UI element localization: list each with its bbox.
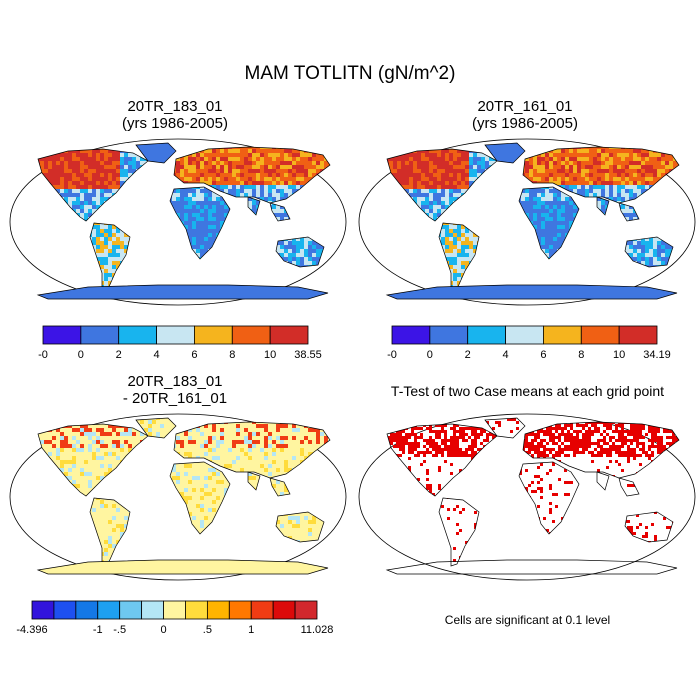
colorbar-label: 34.19 [643,349,671,361]
map-bottom-left [8,412,348,582]
colorbar-swatch [81,326,119,344]
colorbar-swatch [119,326,157,344]
colorbar-label: -.5 [113,624,126,636]
colorbar-label: -0 [38,349,48,361]
colorbar-label: 1 [248,624,254,636]
colorbar-swatch [43,326,81,344]
colorbar-label: 10 [613,349,625,361]
colorbar-label: -1 [93,624,103,636]
colorbar-label: -0 [387,349,397,361]
colorbar-bottom-left: -4.396 -1 -.5 0 .5 1 11.028 [0,595,350,640]
colorbar-label: 0 [78,349,84,361]
panel-case-name: 20TR_183_01 [10,373,340,390]
colorbar-swatch [430,326,468,344]
colorbar-label: 38.55 [294,349,322,361]
colorbar-label: 8 [229,349,235,361]
map-top-right [357,137,697,307]
colorbar-swatch [229,601,251,619]
panel-years: (yrs 1986-2005) [360,115,690,132]
colorbar-swatch [120,601,142,619]
colorbar-label: 0 [160,624,166,636]
colorbar-swatch [98,601,120,619]
colorbar-swatch [207,601,229,619]
colorbar-label: 0 [427,349,433,361]
colorbar-swatch [164,601,186,619]
world-map-ttest [357,412,697,582]
colorbar-swatch [142,601,164,619]
colorbar-swatch [295,601,317,619]
colorbar-swatch [468,326,506,344]
colorbar-swatch [76,601,98,619]
colorbar-label: 4 [154,349,160,361]
colorbar-label: 6 [191,349,197,361]
world-map-difference [8,412,348,582]
panel-title-bottom-left: 20TR_183_01 - 20TR_161_01 [10,373,340,407]
colorbar-top-right: -0 0 2 4 6 8 10 34.19 [350,320,700,365]
colorbar-swatch [32,601,54,619]
world-map-mean-161 [357,137,697,307]
colorbar-swatch [392,326,430,344]
colorbar-swatch [54,601,76,619]
colorbar-label: 2 [465,349,471,361]
colorbar-swatch [251,601,273,619]
colorbar-swatch [506,326,544,344]
colorbar-swatch [543,326,581,344]
colorbar-label: 11.028 [301,624,334,636]
colorbar-label: -4.396 [16,624,47,636]
colorbar-swatch [270,326,308,344]
colorbar-swatch [194,326,232,344]
colorbar-swatch [157,326,195,344]
panel-title-bottom-right: T-Test of two Case means at each grid po… [355,383,700,399]
colorbar-top-left: -0 0 2 4 6 8 10 38.55 [0,320,350,365]
world-map-mean-183 [8,137,348,307]
panel-case-name: 20TR_161_01 [360,98,690,115]
map-bottom-right [357,412,697,582]
colorbar-label: 8 [578,349,584,361]
panel-title-top-left: 20TR_183_01 (yrs 1986-2005) [10,98,340,132]
panel-title-top-right: 20TR_161_01 (yrs 1986-2005) [360,98,690,132]
colorbar-label: .5 [203,624,212,636]
colorbar-swatch [232,326,270,344]
colorbar-swatch [273,601,295,619]
colorbar-label: 4 [503,349,509,361]
colorbar-label: 2 [116,349,122,361]
colorbar-swatch [581,326,619,344]
panel-case-subtracted: - 20TR_161_01 [10,390,340,407]
colorbar-label: 10 [264,349,276,361]
panel-case-name: 20TR_183_01 [10,98,340,115]
colorbar-swatch [619,326,657,344]
map-top-left [8,137,348,307]
significance-note: Cells are significant at 0.1 level [355,613,700,627]
figure-title: MAM TOTLITN (gN/m^2) [0,63,700,85]
colorbar-swatch [185,601,207,619]
panel-years: (yrs 1986-2005) [10,115,340,132]
colorbar-label: 6 [540,349,546,361]
